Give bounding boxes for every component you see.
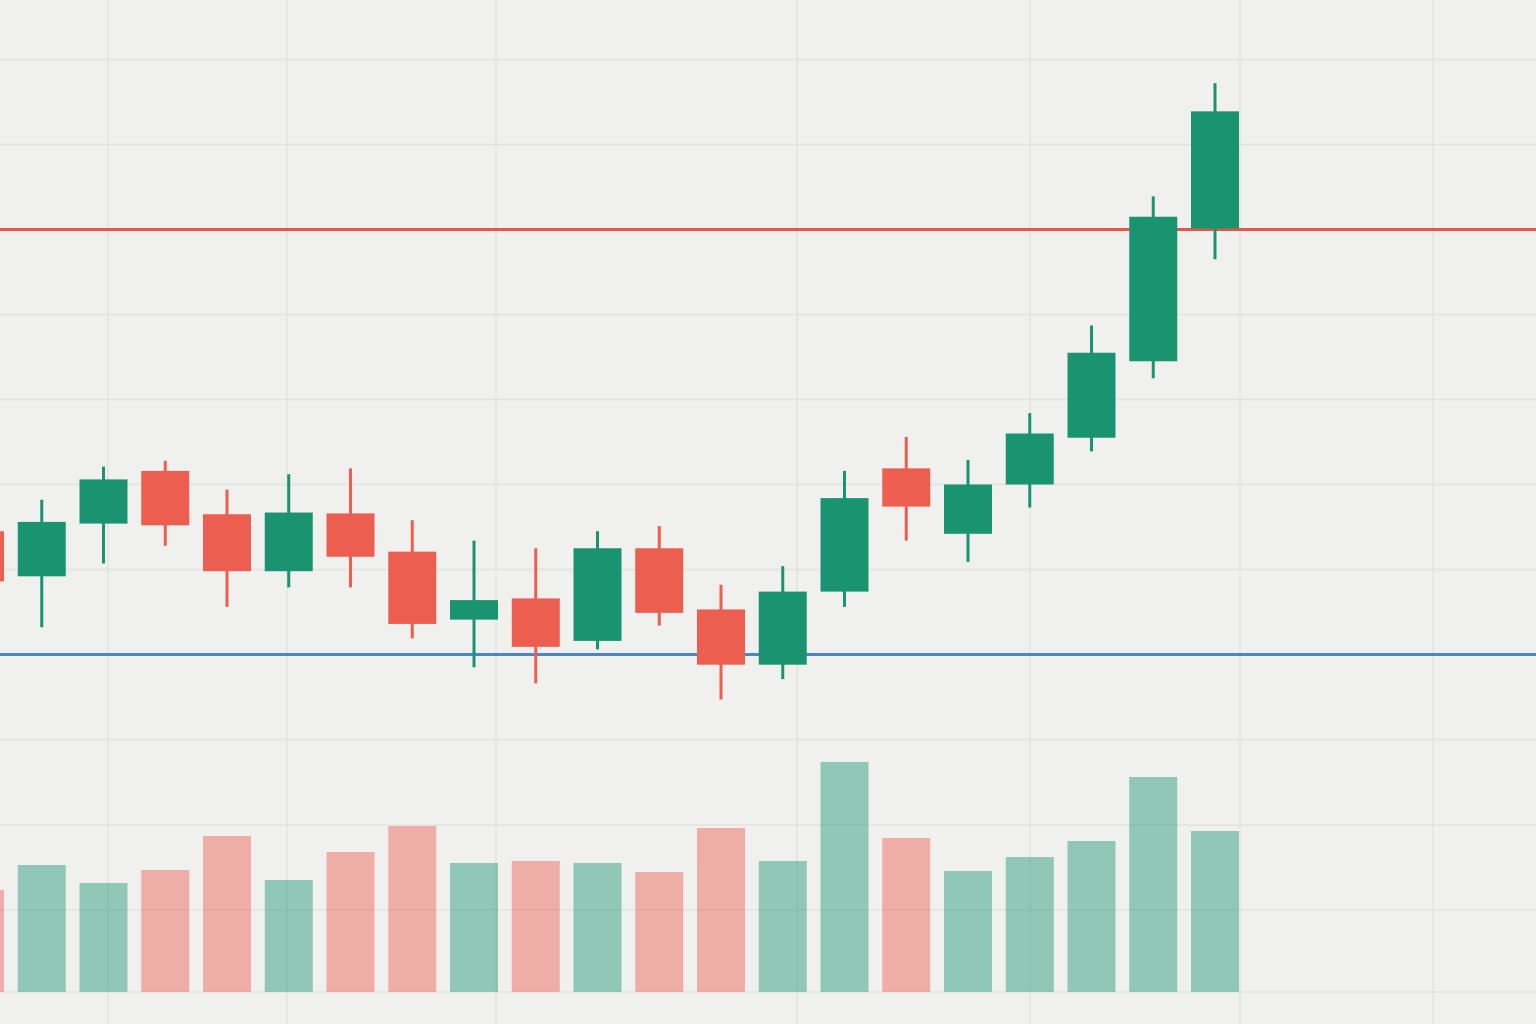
- candle-body: [635, 548, 684, 613]
- candle-body: [17, 521, 66, 577]
- volume-bar: [450, 863, 498, 992]
- candle-body: [388, 551, 437, 624]
- volume-bar: [1067, 841, 1116, 992]
- candle-body: [450, 600, 498, 620]
- candle-body: [141, 470, 190, 526]
- volume-bar: [1005, 857, 1054, 992]
- volume-bar: [635, 872, 684, 992]
- volume-bar: [388, 826, 437, 992]
- volume-bar: [79, 883, 128, 992]
- volume-bar: [1191, 831, 1239, 992]
- candle-body: [882, 468, 931, 507]
- candle-body: [1005, 433, 1054, 485]
- volume-bar: [141, 870, 190, 992]
- volume-bar: [944, 871, 992, 992]
- volume-bar: [820, 762, 869, 992]
- volume-bar: [882, 838, 931, 992]
- candle-body: [1191, 111, 1239, 229]
- volume-bar: [1129, 777, 1178, 992]
- candle-body: [0, 531, 4, 582]
- candle-body: [79, 479, 128, 524]
- candle-body: [758, 591, 807, 665]
- candle-body: [203, 514, 251, 572]
- volume-bar: [697, 828, 745, 992]
- candle-body: [326, 513, 375, 557]
- volume-bar: [264, 880, 313, 992]
- volume-bar: [511, 861, 560, 992]
- volume-bar: [573, 863, 622, 992]
- candle-body: [697, 609, 745, 665]
- volume-bar: [0, 890, 4, 992]
- candle-body: [820, 498, 869, 592]
- candle-body: [1129, 216, 1178, 362]
- volume-bar: [17, 865, 66, 992]
- volume-bar: [326, 852, 375, 992]
- candle-body: [511, 598, 560, 647]
- candle-body: [1067, 352, 1116, 438]
- candle-body: [264, 512, 313, 572]
- candle-body: [944, 484, 992, 534]
- volume-bar: [203, 836, 251, 992]
- vertical-grid: [107, 0, 1434, 1024]
- volume-bar: [758, 861, 807, 992]
- candle-body: [573, 548, 622, 641]
